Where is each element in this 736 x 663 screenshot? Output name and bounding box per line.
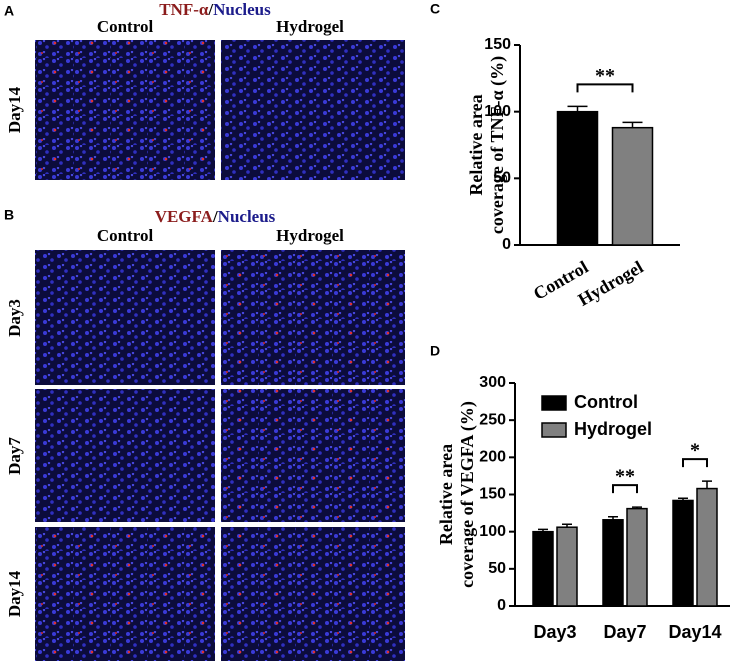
significance-bracket xyxy=(576,83,634,93)
x-tick-label: Day14 xyxy=(668,622,721,642)
panel-letter: C xyxy=(430,1,440,17)
y-tick-label: 50 xyxy=(493,170,511,187)
separator: / xyxy=(212,207,218,226)
bar xyxy=(611,126,654,246)
row-label: Day14 xyxy=(5,570,24,617)
y-axis-label: Relative area xyxy=(436,444,456,545)
legend-label: Control xyxy=(574,392,638,412)
micrograph xyxy=(221,250,405,385)
panel-title: TNF-α/Nucleus xyxy=(159,0,271,19)
y-axis-label: coverage of TNF-α (%) xyxy=(487,56,508,234)
y-tick-label: 250 xyxy=(479,411,506,428)
significance-label: ** xyxy=(615,466,635,488)
micrograph xyxy=(221,527,405,661)
x-tick-label: Day3 xyxy=(533,622,576,642)
panel-title: VEGFA/Nucleus xyxy=(155,207,276,226)
separator: / xyxy=(207,0,213,19)
bar xyxy=(556,110,599,246)
micrograph xyxy=(35,40,215,180)
bar xyxy=(672,499,694,607)
row-label: Day14 xyxy=(5,86,24,133)
panel-letter: A xyxy=(4,3,14,19)
micrograph xyxy=(35,527,215,661)
stain-label: TNF-α xyxy=(159,0,209,19)
micrograph xyxy=(221,389,405,522)
micrograph xyxy=(35,389,215,522)
error-bar xyxy=(562,523,572,528)
column-label: Hydrogel xyxy=(276,17,344,36)
error-bar xyxy=(702,480,712,489)
y-tick-label: 150 xyxy=(484,36,511,53)
panel-letter: D xyxy=(430,343,440,359)
error-bar xyxy=(567,105,588,112)
bar xyxy=(626,507,648,607)
error-bar xyxy=(538,528,548,532)
bar xyxy=(556,526,578,607)
stain-label: VEGFA xyxy=(155,207,214,226)
micrograph xyxy=(35,250,215,385)
significance-label: ** xyxy=(595,65,615,87)
column-label: Hydrogel xyxy=(276,226,344,245)
error-bar xyxy=(622,121,643,128)
x-tick-label: Day7 xyxy=(603,622,646,642)
y-tick-label: 0 xyxy=(497,597,506,614)
bar xyxy=(696,487,718,607)
error-bar xyxy=(678,497,688,501)
y-tick-label: 100 xyxy=(479,523,506,540)
micrograph xyxy=(221,40,405,180)
column-label: Control xyxy=(97,17,154,36)
error-bar xyxy=(632,506,642,509)
significance-bracket xyxy=(682,458,708,468)
legend-swatch xyxy=(541,395,567,411)
bar xyxy=(532,530,554,607)
row-label: Day3 xyxy=(5,299,24,337)
panel-letter: B xyxy=(4,207,14,223)
row-label: Day7 xyxy=(5,437,24,475)
y-tick-label: 300 xyxy=(479,374,506,391)
y-tick-label: 150 xyxy=(479,486,506,503)
legend-label: Hydrogel xyxy=(574,419,652,439)
y-axis-label: coverage of VEGFA (%) xyxy=(457,401,478,588)
stain-label: Nucleus xyxy=(218,207,276,226)
y-tick-label: 100 xyxy=(484,103,511,120)
column-label: Control xyxy=(97,226,154,245)
y-tick-label: 50 xyxy=(488,560,506,577)
error-bar xyxy=(608,516,618,520)
stain-label: Nucleus xyxy=(213,0,271,19)
bar xyxy=(602,519,624,607)
y-axis-label: Relative area xyxy=(466,94,486,195)
significance-bracket xyxy=(612,484,638,494)
y-tick-label: 200 xyxy=(479,449,506,466)
legend-swatch xyxy=(541,422,567,438)
y-tick-label: 0 xyxy=(502,236,511,253)
significance-label: * xyxy=(690,440,700,462)
